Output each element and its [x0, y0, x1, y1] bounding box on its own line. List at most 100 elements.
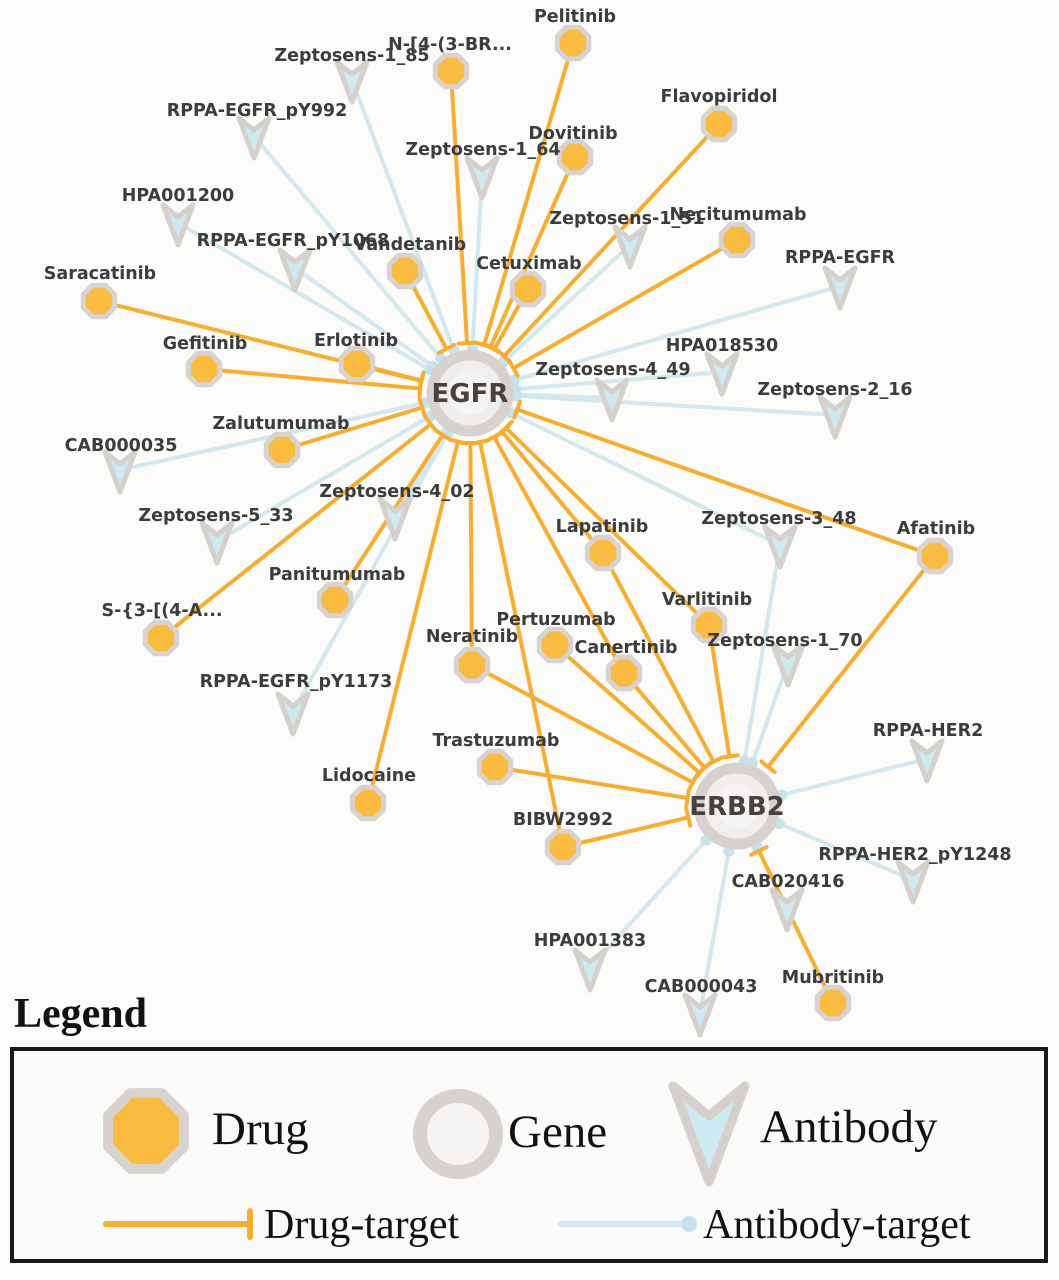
node-drug-zalutumumab[interactable]	[263, 431, 301, 469]
node-antibody-z4_49[interactable]	[594, 377, 630, 423]
node-label-cetuximab: Cetuximab	[476, 254, 581, 274]
node-label-flavopiridol: Flavopiridol	[661, 87, 778, 107]
node-drug-panitumumab[interactable]	[316, 581, 354, 619]
edge-z1_70-erbb2	[750, 662, 790, 764]
edge-mubritinib-erbb2	[757, 850, 835, 1004]
node-antibody-z1_51[interactable]	[612, 224, 648, 270]
node-antibody-z2_16[interactable]	[817, 394, 853, 440]
edge-afatinib-erbb2	[766, 554, 937, 769]
node-drug-n4_3br[interactable]	[432, 52, 470, 90]
edge-afatinib-egfr	[516, 407, 936, 558]
node-antibody-hpa001200[interactable]	[160, 202, 196, 248]
antibody-target-edge-icon	[558, 1216, 697, 1232]
node-drug-trastuzumab[interactable]	[476, 748, 514, 786]
legend-title: Legend	[14, 991, 148, 1037]
node-label-afatinib: Afatinib	[897, 519, 975, 539]
node-antibody-py1173[interactable]	[275, 691, 311, 737]
node-label-cab020416: CAB020416	[732, 872, 845, 892]
node-drug-saracatinib[interactable]	[80, 282, 118, 320]
node-label-hpa018530: HPA018530	[666, 336, 778, 356]
node-label-canertinib: Canertinib	[575, 638, 678, 658]
node-antibody-rppa_egfr[interactable]	[822, 265, 858, 311]
edge-tee-trastuzumab	[684, 787, 691, 809]
edge-zalutumumab-egfr	[281, 405, 423, 452]
node-label-trastuzumab: Trastuzumab	[433, 731, 560, 751]
node-antibody-hpa018530[interactable]	[704, 351, 740, 397]
node-label-pertuzumab: Pertuzumab	[496, 610, 615, 630]
node-drug-pertuzumab[interactable]	[536, 626, 574, 664]
edge-z2_16-egfr	[515, 393, 836, 417]
node-drug-necitumumab[interactable]	[718, 221, 756, 259]
node-drug-flavopiridol[interactable]	[700, 105, 738, 143]
node-antibody-hpa001383[interactable]	[572, 947, 608, 993]
edge-tee-zalutumumab	[417, 397, 427, 418]
node-antibody-z5_33[interactable]	[199, 520, 235, 566]
node-antibody-cab000035[interactable]	[102, 449, 138, 495]
node-drug-afatinib[interactable]	[916, 537, 954, 575]
edge-dovitinib-egfr	[488, 156, 577, 349]
node-drug-pelitinib[interactable]	[554, 24, 592, 62]
node-gene-core-egfr	[448, 371, 492, 415]
node-label-varlitinib: Varlitinib	[662, 590, 752, 610]
node-drug-lapatinib[interactable]	[584, 534, 622, 572]
node-antibody-z4_02[interactable]	[377, 496, 413, 542]
node-gene-core-erbb2	[715, 784, 759, 828]
node-antibody-py992[interactable]	[236, 115, 272, 161]
edge-tee-mubritinib	[749, 845, 769, 857]
node-drug-mubritinib[interactable]	[814, 984, 852, 1022]
node-label-necitumumab: Necitumumab	[670, 205, 807, 225]
node-antibody-rppa_her2[interactable]	[909, 738, 945, 784]
gene-label-erbb2: ERBB2	[689, 792, 785, 822]
node-drug-neratinib[interactable]	[453, 646, 491, 684]
drug-target-edge-icon	[103, 1208, 253, 1240]
node-label-z4_49: Zeptosens-4_49	[535, 360, 690, 380]
edge-z1_85-egfr	[350, 79, 456, 351]
node-antibody-cab020416[interactable]	[769, 887, 805, 933]
node-drug-erlotinib[interactable]	[338, 345, 376, 383]
node-label-gefitinib: Gefitinib	[163, 334, 248, 354]
node-drug-varlitinib[interactable]	[690, 606, 728, 644]
node-drug-s3_4a[interactable]	[142, 619, 180, 657]
node-antibody-z1_70[interactable]	[770, 642, 806, 688]
edge-pertuzumab-erbb2	[553, 643, 701, 775]
antibody-node-icon	[668, 1081, 750, 1187]
edge-rppa_her2-erbb2	[781, 757, 928, 797]
node-label-n4_3br: N-[4-(3-BR...	[388, 35, 512, 55]
drug-node-icon	[103, 1088, 189, 1174]
edge-z1_51-egfr	[502, 243, 632, 364]
node-antibody-py1068[interactable]	[277, 247, 313, 293]
node-label-vandetanib: Vandetanib	[354, 235, 466, 255]
legend-label-antibody: Antibody	[760, 1101, 938, 1153]
edge-bibw2992-erbb2	[562, 815, 689, 849]
node-drug-cetuximab[interactable]	[509, 270, 547, 308]
edge-rppa_her2_py1248-erbb2	[778, 821, 914, 882]
node-drug-gefitinib[interactable]	[185, 350, 223, 388]
gene-node-icon	[413, 1089, 503, 1179]
node-antibody-z1_85[interactable]	[334, 59, 370, 105]
node-drug-canertinib[interactable]	[605, 654, 643, 692]
edge-s3_4a-egfr	[159, 422, 433, 640]
node-antibody-z3_48[interactable]	[762, 524, 798, 570]
edge-tee-n4_3br	[456, 340, 478, 346]
node-drug-lidocaine[interactable]	[349, 784, 387, 822]
edge-tee-pertuzumab	[691, 764, 708, 782]
node-drug-dovitinib[interactable]	[556, 138, 594, 176]
edge-trastuzumab-erbb2	[494, 765, 688, 801]
node-label-erlotinib: Erlotinib	[314, 331, 398, 351]
node-label-z4_02: Zeptosens-4_02	[319, 482, 474, 502]
edge-tee-s3_4a	[423, 415, 439, 433]
node-antibody-rppa_her2_py1248[interactable]	[895, 859, 931, 905]
edge-lapatinib-egfr	[500, 430, 605, 555]
edge-tee-bibw2992	[684, 807, 693, 828]
node-label-rppa_egfr: RPPA-EGFR	[785, 248, 896, 268]
node-label-rppa_her2_py1248: RPPA-HER2_pY1248	[818, 845, 1011, 865]
node-label-z3_48: Zeptosens-3_48	[701, 509, 856, 529]
node-antibody-z1_64[interactable]	[464, 155, 500, 201]
node-label-cab000043: CAB000043	[645, 977, 758, 997]
node-drug-bibw2992[interactable]	[544, 828, 582, 866]
node-drug-vandetanib[interactable]	[386, 252, 424, 290]
edge-tee-afatinib	[759, 759, 777, 775]
edge-neratinib-erbb2	[471, 663, 694, 785]
node-antibody-cab000043[interactable]	[682, 992, 718, 1038]
